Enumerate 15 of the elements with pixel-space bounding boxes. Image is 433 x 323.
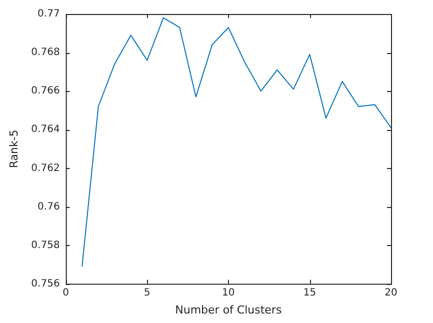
y-tick-label: 0.756 bbox=[31, 278, 60, 290]
y-tick-label: 0.76 bbox=[38, 201, 60, 212]
x-axis-title: Number of Clusters bbox=[175, 303, 282, 316]
y-tick-label: 0.766 bbox=[31, 86, 60, 97]
y-tick-label: 0.764 bbox=[31, 124, 60, 136]
y-tick-label: 0.768 bbox=[31, 47, 60, 58]
x-tick-label: 15 bbox=[303, 287, 316, 298]
y-axis-title: Rank-5 bbox=[7, 130, 20, 168]
x-tick-label: 5 bbox=[144, 287, 150, 298]
y-tick-label: 0.77 bbox=[38, 8, 60, 20]
y-tick-label: 0.762 bbox=[31, 162, 60, 174]
y-tick-label: 0.758 bbox=[31, 240, 60, 251]
x-tick-label: 0 bbox=[62, 287, 70, 298]
x-tick-label: 10 bbox=[222, 287, 235, 298]
x-tick-label: 20 bbox=[384, 287, 398, 298]
